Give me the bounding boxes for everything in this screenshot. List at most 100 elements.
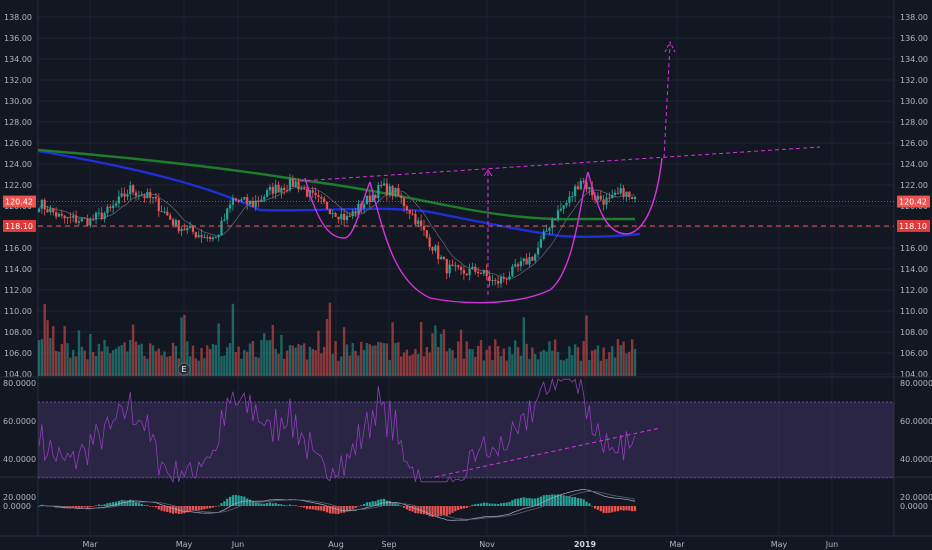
candle-body — [559, 208, 562, 211]
macd-histogram-bar — [565, 495, 568, 506]
macd-histogram-bar — [223, 501, 226, 506]
last-price-tag-right: 120.42 — [899, 198, 927, 207]
macd-histogram-bar — [514, 498, 517, 506]
candle-body — [143, 195, 146, 199]
macd-histogram-bar — [434, 506, 437, 516]
macd-histogram-bar — [260, 503, 263, 506]
candle-body — [94, 212, 98, 220]
macd-histogram-bar — [596, 506, 600, 510]
macd-histogram-bar — [380, 499, 383, 506]
candle-body — [420, 220, 423, 226]
volume-bar — [297, 344, 300, 376]
macd-histogram-bar — [536, 497, 540, 506]
macd-histogram-bar — [408, 506, 411, 511]
macd-histogram-bar — [146, 505, 149, 506]
candle-body — [300, 188, 303, 190]
volume-bar — [380, 342, 383, 376]
volume-bar — [579, 360, 583, 376]
macd-histogram-bar — [616, 506, 619, 512]
macd-histogram-bar — [251, 501, 254, 506]
candle-body — [574, 186, 577, 197]
price-tick-right: 104.00 — [900, 370, 928, 379]
macd-histogram-bar — [214, 506, 217, 507]
volume-bar — [613, 357, 617, 376]
candle-body — [214, 237, 217, 239]
ma-line-green — [37, 148, 635, 221]
candle-body — [126, 194, 129, 197]
candle-body — [317, 195, 320, 198]
price-tick-left: 124.00 — [4, 160, 32, 169]
volume-bar — [496, 346, 500, 376]
macd-histogram-bar — [143, 505, 146, 506]
candle-body — [43, 199, 46, 210]
volume-bar — [109, 353, 112, 376]
candle-body — [151, 197, 155, 199]
candle-body — [619, 188, 622, 194]
candle-body — [288, 178, 292, 191]
candle-body — [97, 212, 100, 214]
volume-bar — [265, 340, 269, 376]
price-tick-right: 114.00 — [900, 265, 928, 274]
candle-body — [377, 184, 380, 199]
macd-histogram-bar — [451, 506, 454, 513]
time-tick-label: Sep — [381, 540, 396, 549]
volume-bar — [291, 345, 294, 376]
volume-bar — [40, 339, 44, 376]
macd-histogram-bar — [92, 506, 95, 507]
volume-bar — [633, 348, 637, 376]
macd-histogram-bar — [499, 503, 503, 506]
candle-body — [83, 217, 86, 219]
volume-bar — [508, 346, 511, 376]
candle-body — [508, 276, 511, 280]
macd-histogram-bar — [459, 506, 463, 510]
macd-histogram-bar — [294, 505, 297, 506]
macd-histogram-bar — [288, 504, 292, 506]
volume-bar — [203, 358, 206, 376]
target-arrow-head — [664, 40, 676, 53]
volume-bar — [391, 322, 394, 376]
macd-histogram-bar — [508, 501, 511, 506]
volume-bar — [630, 339, 634, 376]
pattern-head-cup — [369, 171, 589, 304]
macd-histogram-bar — [588, 503, 591, 506]
macd-histogram-bar — [368, 502, 371, 506]
macd-histogram-bar — [340, 506, 343, 513]
price-tick-right: 136.00 — [900, 34, 928, 43]
volume-bar — [123, 342, 126, 376]
candle-body — [86, 217, 89, 226]
volume-bar — [320, 353, 323, 376]
candle-body — [539, 239, 542, 248]
price-tick-left: 128.00 — [4, 118, 32, 127]
macd-histogram-bar — [274, 502, 277, 506]
volume-bar — [451, 350, 454, 376]
candle-body — [328, 209, 331, 215]
volume-bar — [37, 340, 41, 376]
candle-body — [602, 199, 605, 205]
price-tick-right: 110.00 — [900, 307, 928, 316]
candle-body — [211, 237, 215, 239]
neckline-dashed — [299, 146, 821, 182]
macd-histogram-bar — [277, 504, 280, 506]
candle-body — [534, 254, 537, 261]
macd-histogram-bar — [203, 506, 206, 510]
macd-histogram-bar — [183, 506, 186, 514]
macd-histogram-bar — [325, 506, 329, 513]
price-tick-left: 104.00 — [4, 370, 32, 379]
macd-histogram-bar — [303, 506, 306, 508]
macd-histogram-bar — [197, 506, 200, 511]
candle-body — [52, 208, 55, 213]
candle-body — [445, 259, 448, 274]
candle-body — [382, 183, 386, 186]
macd-histogram-bar — [157, 506, 160, 510]
macd-histogram-bar — [608, 506, 611, 513]
candle-body — [457, 265, 460, 267]
volume-bar — [283, 358, 286, 376]
macd-histogram-bar — [328, 506, 331, 514]
volume-bar — [408, 355, 411, 376]
macd-histogram-bar — [628, 506, 631, 511]
candle-body — [154, 197, 158, 199]
last-price-tag-left: 120.42 — [5, 198, 33, 207]
volume-bar — [57, 351, 61, 376]
volume-bar — [431, 333, 434, 376]
